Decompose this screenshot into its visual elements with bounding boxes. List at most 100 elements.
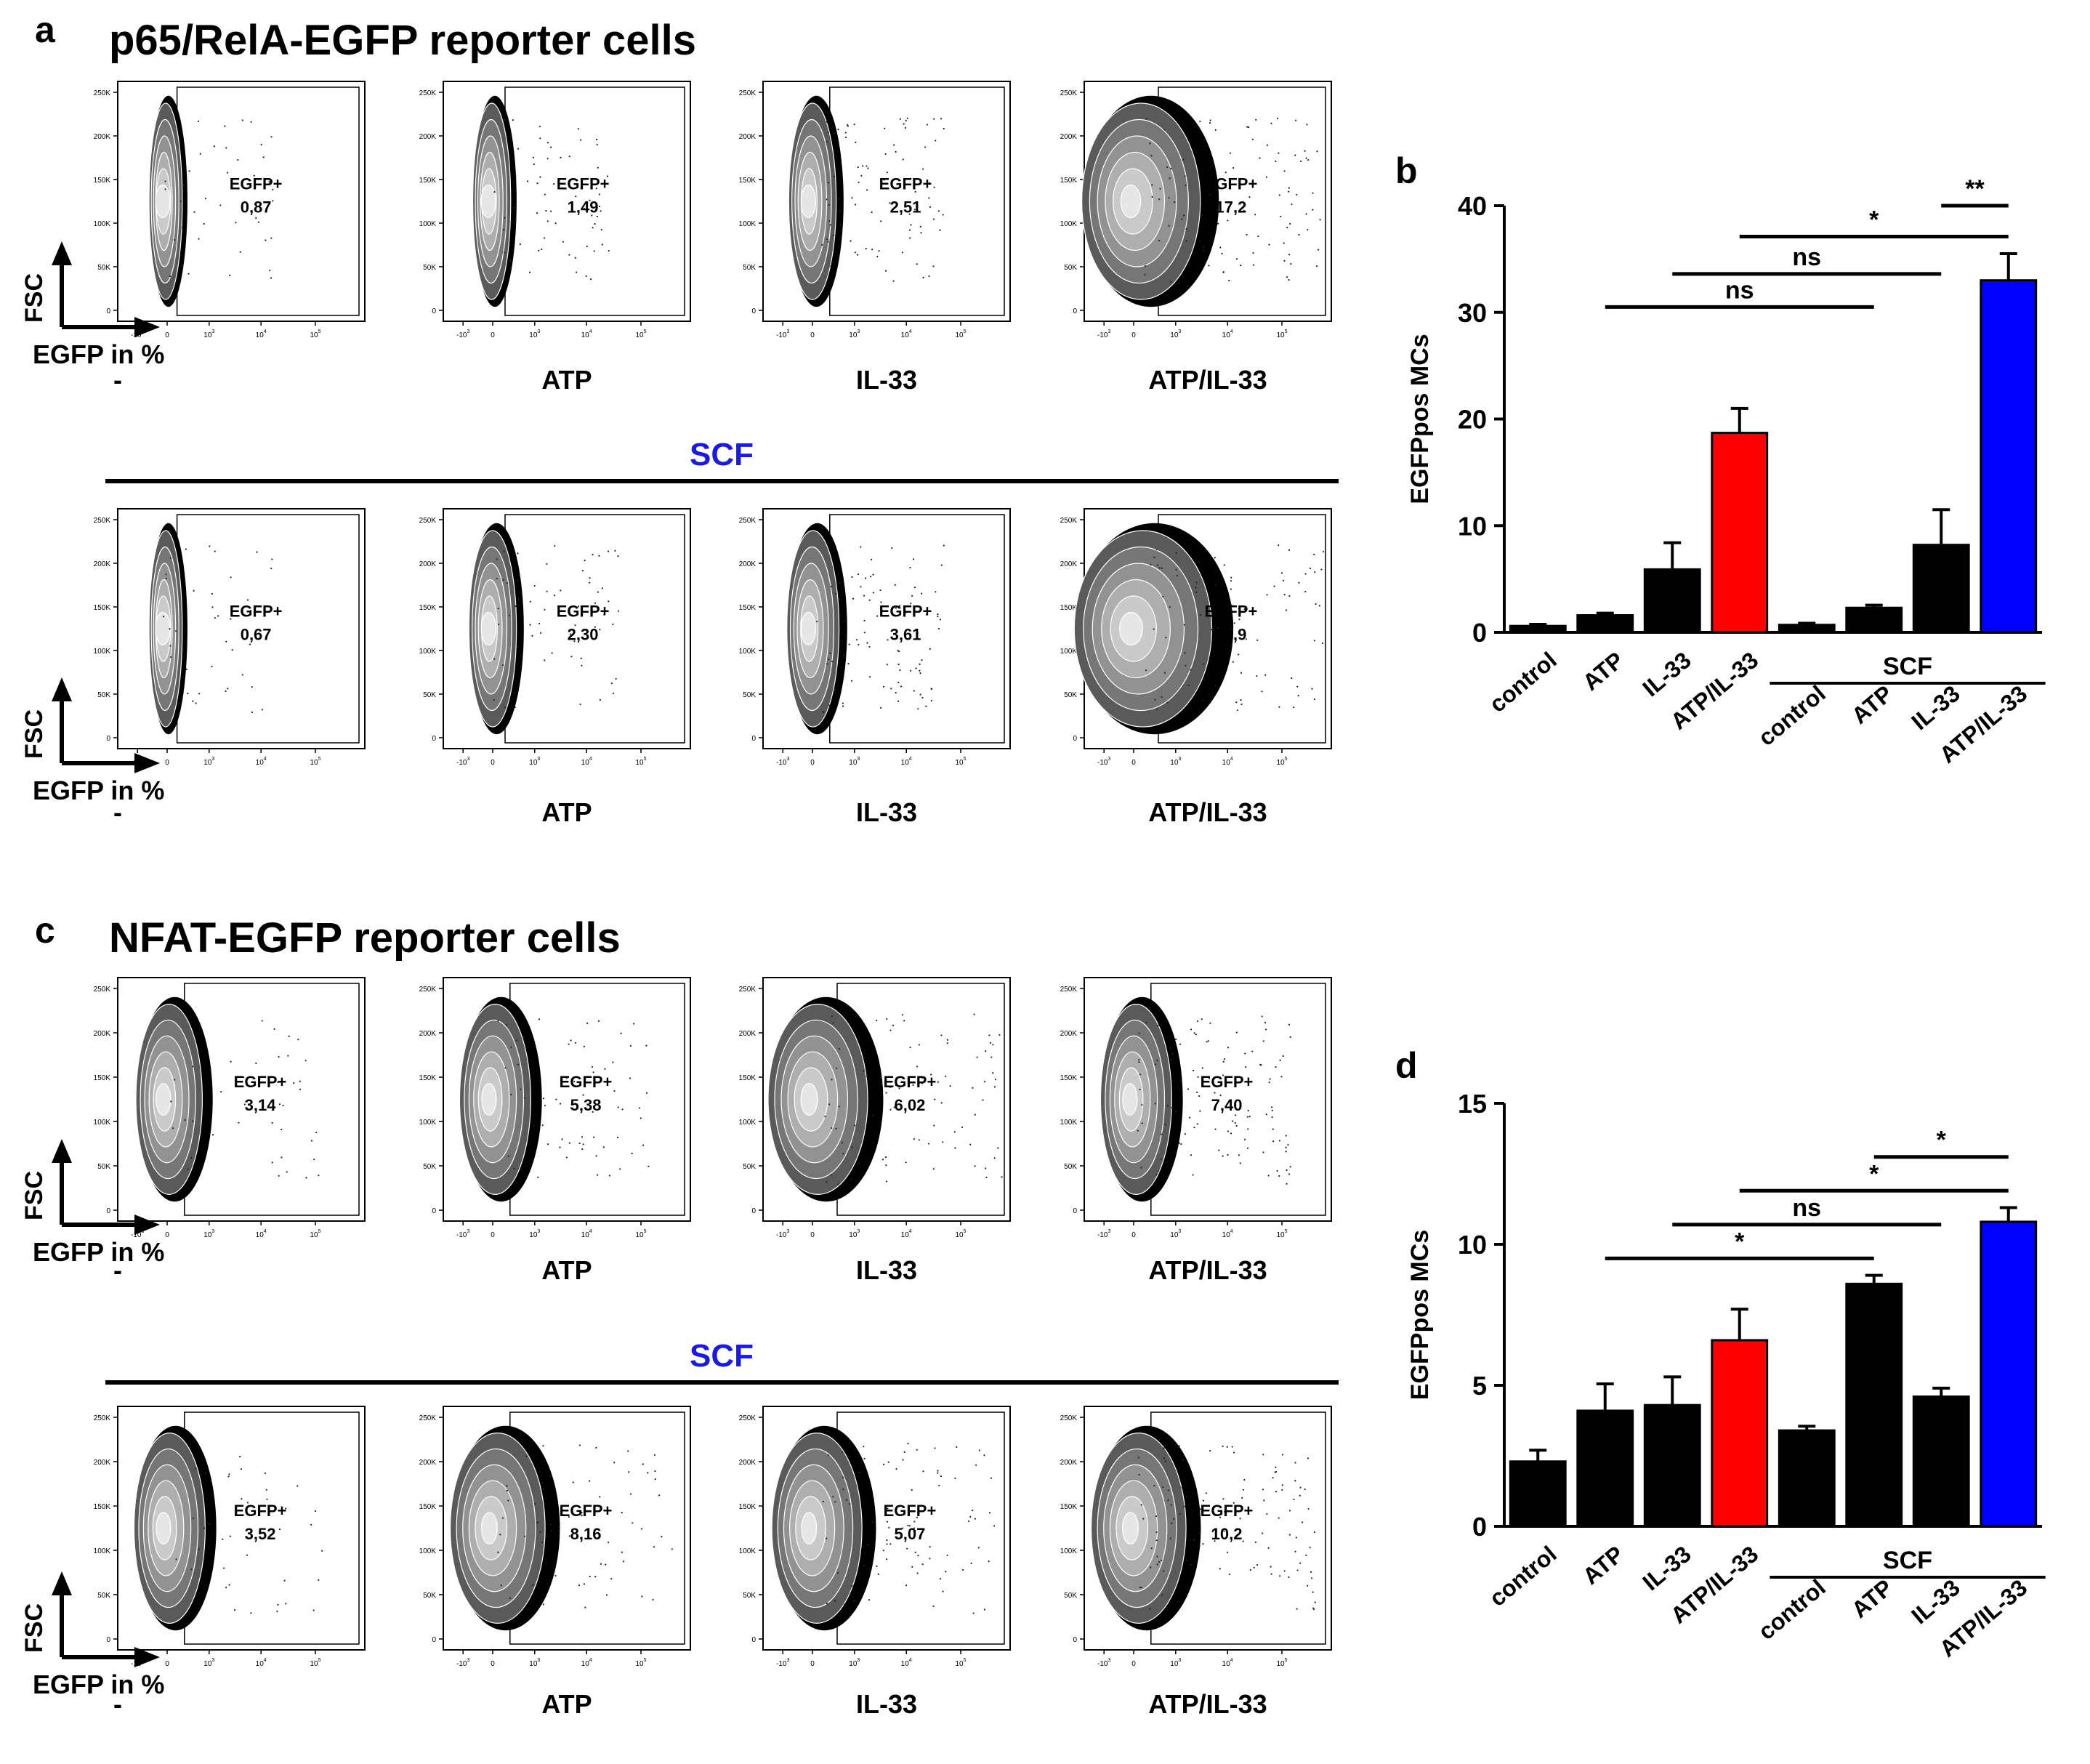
flow-dot [239,1455,241,1458]
flow-dot [1288,549,1291,551]
flow-x-tick-exp: 3 [467,329,469,334]
flow-dot [851,197,853,199]
category-label: control [1485,647,1562,717]
flow-dot [187,273,190,275]
flow-dot [851,1146,853,1148]
flow-dot [921,696,924,699]
flow-dot [1203,679,1205,681]
flow-dot [1322,550,1325,553]
flow-dot [1158,239,1161,242]
flow-dot [1169,606,1171,608]
flow-dot [1195,581,1198,584]
flow-dot [1190,1563,1192,1566]
flow-dot [597,166,599,169]
flow-dot [1139,1587,1141,1589]
flow-dot [1193,1539,1195,1541]
flow-dot [932,265,935,267]
flow-dot [961,1126,964,1128]
flow-dot [1310,1577,1313,1579]
flow-dot [830,265,832,267]
flow-dot [270,136,273,138]
flow-x-tick-label: 103 [203,1229,214,1239]
flow-dot [568,1515,570,1518]
flow-dot [1209,122,1211,124]
flow-dot [1171,1106,1173,1109]
flow-dot [594,223,596,225]
flow-dot [1182,1459,1185,1462]
flow-dot [513,207,515,209]
flow-dot [241,674,243,676]
flow-dot [600,229,602,231]
flow-y-tick-label: 100K [94,1119,111,1127]
flow-dot [613,1462,616,1464]
flow-gate-label: EGFP+ [560,1502,613,1520]
flow-dot [532,156,534,158]
flow-dot [937,210,940,212]
flow-dot [534,1503,536,1505]
flow-dot [1294,1462,1296,1464]
flow-dot [885,1156,887,1159]
flow-dot [1288,187,1290,189]
flow-dot [1202,1499,1205,1502]
flow-y-tick-label: 50K [743,1592,756,1600]
flow-dot [1296,685,1299,688]
flow-dot [897,650,899,652]
flow-dot [506,1024,508,1026]
panel-label-b: b [1395,150,1418,191]
scf-label-c: SCF [690,1338,754,1374]
flow-x-tick-base: 10 [901,1660,910,1668]
flow-x-tick-base: -10 [776,1660,787,1668]
flow-dot [1253,1566,1255,1568]
flow-dot [581,1511,583,1514]
flow-x-tick-label: 104 [581,1658,592,1668]
flow-dot [909,237,911,239]
flow-x-tick-label: 103 [849,1658,860,1668]
flow-dot [192,700,194,702]
flow-dot [198,693,201,695]
flow-y-tick-label: 50K [97,691,110,699]
flow-x-tick-label: -103 [1097,329,1110,339]
flow-y-tick-label: 200K [94,1030,111,1038]
flow-x-tick-base: 0 [1131,331,1136,339]
flow-dot [1278,1517,1280,1519]
flow-dot [1151,184,1153,186]
flow-dot [1193,1127,1195,1129]
egfp-arrow-head [134,753,160,773]
flow-dot [1185,240,1188,242]
flow-dot [1298,233,1300,236]
flow-dot [940,1475,943,1478]
flow-dot [170,656,172,659]
flow-gate-label: EGFP+ [1201,1073,1254,1091]
flow-dot [225,640,227,643]
flow-dot [880,1083,883,1085]
flow-dot [908,1525,911,1527]
flow-x-tick-exp: 3 [537,1229,540,1234]
flow-dot [503,229,505,231]
flow-dot [228,1473,230,1475]
flow-dot [902,1459,904,1461]
flow-dot [937,615,939,618]
flow-x-tick-exp: 3 [857,1229,860,1234]
flow-dot [531,635,533,637]
flow-x-tick-label: 105 [635,329,646,339]
flow-dot [550,1529,552,1532]
flow-x-tick-base: -10 [456,331,467,339]
flow-dot [890,688,892,690]
flow-dot [271,558,273,560]
scf-label-a: SCF [690,437,754,472]
flow-dot [243,1076,245,1079]
flow-x-tick-label: 0 [491,1660,495,1668]
flow-dot [185,668,187,670]
flow-x-tick-base: 10 [955,1660,964,1668]
flow-x-tick-exp: 4 [1230,329,1233,334]
flow-dot [1222,1074,1224,1076]
significance-label: ns [1792,1194,1821,1222]
flow-x-tick-base: 10 [1170,1660,1179,1668]
flow-dot [1196,1091,1198,1094]
flow-dot [645,1044,647,1047]
flow-dot [876,1019,878,1022]
